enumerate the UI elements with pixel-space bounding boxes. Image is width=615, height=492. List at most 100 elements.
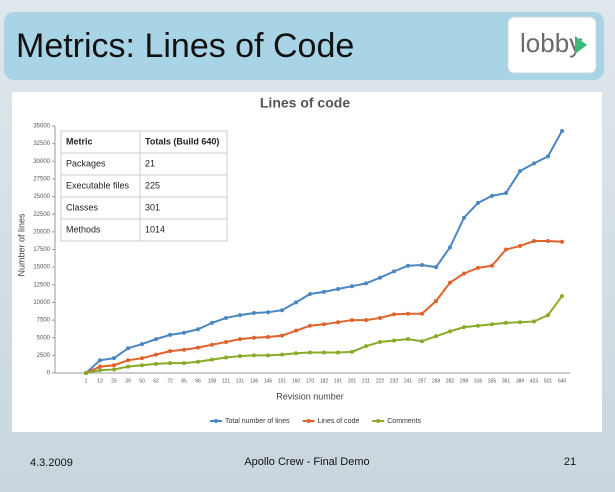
data-point (532, 161, 536, 166)
data-point (308, 323, 312, 328)
data-point (448, 329, 452, 334)
x-tick-label: 85 (181, 378, 187, 384)
x-tick-label: 96 (195, 378, 201, 384)
data-point (490, 263, 494, 268)
y-tick-label: 27500 (33, 177, 50, 183)
data-point (210, 320, 214, 325)
y-tick-label: 5000 (37, 335, 51, 341)
data-point (392, 312, 396, 317)
data-point (490, 193, 494, 198)
data-point (154, 361, 158, 366)
data-point (462, 215, 466, 220)
data-point (140, 363, 144, 368)
data-point (98, 358, 102, 363)
legend-label: Comments (387, 418, 421, 425)
table-cell-text: 301 (145, 202, 160, 212)
chart-title: Lines of code (260, 95, 350, 111)
legend-marker (306, 419, 311, 423)
data-point (196, 359, 200, 364)
x-tick-label: 423 (530, 378, 539, 384)
data-point (84, 371, 88, 375)
data-point (308, 350, 312, 355)
data-point (140, 342, 144, 347)
data-point (112, 356, 116, 361)
data-point (532, 319, 536, 324)
data-point (518, 320, 522, 325)
data-point (434, 334, 438, 339)
data-point (280, 352, 284, 357)
data-point (392, 338, 396, 343)
x-tick-label: 257 (418, 378, 427, 384)
table-cell (139, 218, 228, 242)
data-point (266, 335, 270, 340)
data-point (224, 355, 228, 360)
footer-text: Apollo Crew - Final Demo (244, 456, 369, 468)
y-tick-label: 15000 (33, 265, 50, 271)
x-tick-label: 131 (236, 378, 245, 384)
data-point (434, 265, 438, 270)
legend-marker (214, 419, 218, 423)
x-tick-label: 335 (488, 378, 497, 384)
data-point (266, 310, 270, 315)
x-tick-label: 13 (97, 378, 103, 384)
table-cell-text: 21 (145, 158, 155, 168)
table-header: Metric (66, 136, 93, 146)
data-point (350, 349, 354, 354)
x-tick-label: 268 (432, 378, 441, 384)
x-tick-label: 121 (222, 378, 231, 384)
slide-title: Metrics: Lines of Code (16, 27, 354, 65)
data-point (546, 313, 550, 318)
x-tick-label: 361 (502, 378, 511, 384)
y-tick-label: 17500 (33, 247, 50, 253)
data-point (364, 281, 368, 286)
x-tick-label: 282 (446, 378, 455, 384)
data-point (560, 239, 564, 244)
data-point (126, 358, 130, 363)
x-tick-label: 501 (544, 378, 553, 384)
x-tick-label: 151 (278, 378, 287, 384)
data-point (168, 332, 172, 337)
x-tick-label: 298 (460, 378, 469, 384)
data-point (378, 275, 382, 280)
x-tick-label: 62 (153, 378, 159, 384)
data-point (126, 346, 130, 351)
x-tick-label: 640 (558, 378, 567, 384)
data-point (420, 263, 424, 268)
data-point (112, 367, 116, 372)
x-tick-label: 211 (362, 378, 370, 384)
data-point (252, 311, 256, 316)
data-point (476, 200, 480, 205)
x-tick-label: 191 (334, 378, 343, 384)
data-point (350, 318, 354, 323)
data-point (112, 363, 116, 368)
y-tick-label: 32500 (33, 141, 50, 147)
x-tick-label: 39 (125, 378, 131, 384)
data-point (476, 323, 480, 328)
y-tick-label: 12500 (33, 282, 50, 288)
logo-arrow (575, 36, 587, 54)
data-point (448, 280, 452, 285)
data-point (322, 350, 326, 355)
data-point (504, 191, 508, 196)
x-tick-label: 160 (292, 378, 301, 384)
data-point (182, 330, 186, 335)
data-point (560, 294, 564, 299)
legend-marker (376, 419, 381, 423)
data-point (280, 333, 284, 338)
data-point (280, 308, 284, 313)
data-point (238, 313, 242, 318)
y-tick-label: 20000 (33, 229, 50, 235)
data-point (364, 344, 368, 349)
table-cell-text: Executable files (66, 180, 130, 190)
data-point (518, 243, 522, 248)
data-point (210, 357, 214, 362)
x-tick-label: 1 (85, 378, 88, 384)
data-point (406, 337, 410, 342)
x-tick-label: 241 (404, 378, 413, 384)
data-point (476, 265, 480, 270)
x-tick-label: 201 (348, 378, 357, 384)
data-point (224, 339, 228, 344)
x-tick-label: 108 (208, 378, 217, 384)
x-tick-label: 222 (376, 378, 385, 384)
legend-label: Total number of lines (225, 418, 290, 425)
